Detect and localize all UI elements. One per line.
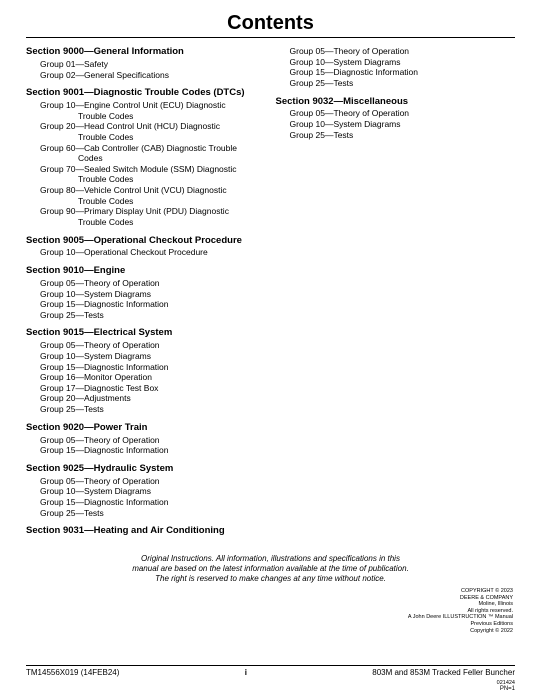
section-title: Section 9010—Engine [26, 265, 266, 277]
doc-title-footer: 803M and 853M Tracked Feller Buncher 021… [372, 668, 515, 686]
group-entry: Group 80—Vehicle Control Unit (VCU) Diag… [26, 185, 266, 206]
group-entry: Group 25—Tests [26, 310, 266, 321]
group-entry: Group 05—Theory of Operation [26, 340, 266, 351]
bottom-bar: TM14556X019 (14FEB24) i 803M and 853M Tr… [26, 665, 515, 692]
group-entry: Group 60—Cab Controller (CAB) Diagnostic… [26, 143, 266, 164]
content-columns: Section 9000—General InformationGroup 01… [26, 46, 515, 538]
copyright-line: All rights reserved. [467, 608, 513, 614]
group-entry: Group 15—Diagnostic Information [26, 445, 266, 456]
section-title: Section 9025—Hydraulic System [26, 463, 266, 475]
group-text-cont: Trouble Codes [40, 196, 266, 207]
group-entry: Group 15—Diagnostic Information [276, 67, 516, 78]
group-entry: Group 01—Safety [26, 59, 266, 70]
group-entry: Group 10—Engine Control Unit (ECU) Diagn… [26, 100, 266, 121]
group-text: Group 60—Cab Controller (CAB) Diagnostic… [40, 143, 237, 153]
group-entry: Group 15—Diagnostic Information [26, 299, 266, 310]
footer-note: Original Instructions. All information, … [26, 554, 515, 584]
copyright-block: COPYRIGHT © 2023 DEERE & COMPANY Moline,… [26, 588, 515, 634]
group-text-cont: Trouble Codes [40, 217, 266, 228]
group-text-cont: Trouble Codes [40, 111, 266, 122]
right-column: Group 05—Theory of OperationGroup 10—Sys… [276, 46, 516, 538]
title-rule [26, 37, 515, 38]
bottom-rule [26, 665, 515, 666]
group-entry: Group 20—Adjustments [26, 393, 266, 404]
group-text-cont: Codes [40, 153, 266, 164]
group-entry: Group 10—System Diagrams [26, 289, 266, 300]
group-entry: Group 02—General Specifications [26, 70, 266, 81]
group-entry: Group 90—Primary Display Unit (PDU) Diag… [26, 206, 266, 227]
bottom-row: TM14556X019 (14FEB24) i 803M and 853M Tr… [26, 668, 515, 686]
copyright-line: Moline, Illinois [478, 601, 513, 607]
pn-label: PN=1 [26, 686, 515, 692]
page: Contents Section 9000—General Informatio… [0, 0, 541, 700]
group-entry: Group 10—Operational Checkout Procedure [26, 247, 266, 258]
group-entry: Group 10—System Diagrams [26, 351, 266, 362]
copyright-line: DEERE & COMPANY [460, 595, 513, 601]
group-entry: Group 25—Tests [26, 508, 266, 519]
section-title: Section 9020—Power Train [26, 422, 266, 434]
group-entry: Group 16—Monitor Operation [26, 372, 266, 383]
group-entry: Group 70—Sealed Switch Module (SSM) Diag… [26, 164, 266, 185]
group-text: Group 10—Engine Control Unit (ECU) Diagn… [40, 100, 226, 110]
copyright-line: Previous Editions [471, 621, 514, 627]
group-entry: Group 15—Diagnostic Information [26, 497, 266, 508]
doc-title-text: 803M and 853M Tracked Feller Buncher [372, 668, 515, 677]
copyright-line: A John Deere ILLUSTRUCTION ™ Manual [408, 614, 513, 620]
group-entry: Group 10—System Diagrams [276, 57, 516, 68]
doc-id: TM14556X019 (14FEB24) [26, 668, 119, 686]
group-entry: Group 25—Tests [26, 404, 266, 415]
group-entry: Group 20—Head Control Unit (HCU) Diagnos… [26, 121, 266, 142]
group-entry: Group 25—Tests [276, 130, 516, 141]
left-column: Section 9000—General InformationGroup 01… [26, 46, 266, 538]
page-title: Contents [26, 12, 515, 35]
footer-note-line: Original Instructions. All information, … [141, 554, 400, 563]
section-title: Section 9005—Operational Checkout Proced… [26, 235, 266, 247]
group-text-cont: Trouble Codes [40, 132, 266, 143]
footer-note-line: manual are based on the latest informati… [132, 564, 409, 573]
group-text: Group 90—Primary Display Unit (PDU) Diag… [40, 206, 229, 216]
section-title: Section 9000—General Information [26, 46, 266, 58]
group-text-cont: Trouble Codes [40, 174, 266, 185]
section-title: Section 9015—Electrical System [26, 327, 266, 339]
group-entry: Group 17—Diagnostic Test Box [26, 383, 266, 394]
page-number: i [245, 668, 247, 686]
group-entry: Group 05—Theory of Operation [276, 46, 516, 57]
section-title: Section 9032—Miscellaneous [276, 96, 516, 108]
group-entry: Group 05—Theory of Operation [26, 278, 266, 289]
group-entry: Group 10—System Diagrams [276, 119, 516, 130]
group-entry: Group 15—Diagnostic Information [26, 362, 266, 373]
copyright-line: Copyright © 2022 [470, 628, 513, 634]
group-entry: Group 05—Theory of Operation [276, 108, 516, 119]
group-entry: Group 10—System Diagrams [26, 486, 266, 497]
group-text: Group 20—Head Control Unit (HCU) Diagnos… [40, 121, 220, 131]
section-title: Section 9031—Heating and Air Conditionin… [26, 525, 266, 537]
group-text: Group 70—Sealed Switch Module (SSM) Diag… [40, 164, 237, 174]
group-text: Group 80—Vehicle Control Unit (VCU) Diag… [40, 185, 227, 195]
copyright-line: COPYRIGHT © 2023 [461, 588, 513, 594]
section-title: Section 9001—Diagnostic Trouble Codes (D… [26, 87, 266, 99]
group-entry: Group 25—Tests [276, 78, 516, 89]
footer-note-line: The right is reserved to make changes at… [155, 574, 386, 583]
group-entry: Group 05—Theory of Operation [26, 476, 266, 487]
group-entry: Group 05—Theory of Operation [26, 435, 266, 446]
